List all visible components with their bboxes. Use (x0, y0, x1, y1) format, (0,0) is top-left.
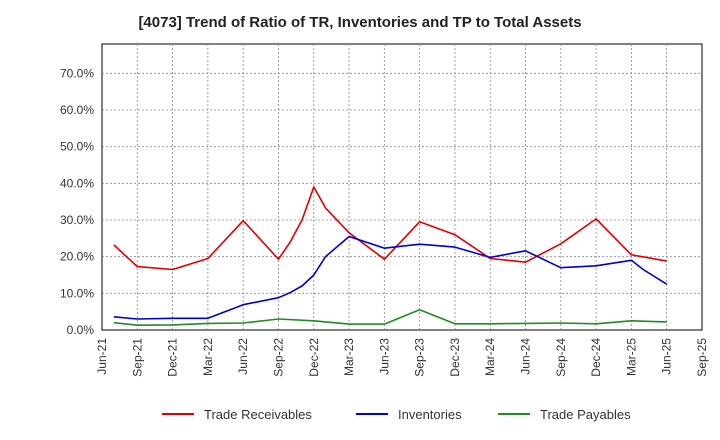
legend-label: Trade Receivables (204, 407, 312, 422)
x-tick-label: Jun-24 (519, 338, 533, 375)
y-tick-label: 70.0% (60, 66, 94, 80)
x-tick-label: Jun-23 (377, 338, 391, 375)
x-tick-label: Mar-25 (624, 338, 638, 376)
x-tick-label: Mar-24 (483, 338, 497, 376)
y-tick-label: 50.0% (60, 140, 94, 154)
x-tick-label: Dec-22 (307, 338, 321, 377)
y-tick-label: 40.0% (60, 176, 94, 190)
y-tick-label: 20.0% (60, 250, 94, 264)
x-tick-label: Sep-23 (413, 338, 427, 377)
x-tick-label: Mar-22 (201, 338, 215, 376)
x-tick-label: Dec-21 (166, 338, 180, 377)
legend-label: Trade Payables (540, 407, 631, 422)
x-tick-label: Sep-21 (130, 338, 144, 377)
y-tick-label: 30.0% (60, 213, 94, 227)
series-line-trade-payables (113, 308, 667, 327)
y-tick-label: 10.0% (60, 286, 94, 300)
x-tick-label: Dec-24 (589, 338, 603, 377)
x-tick-label: Dec-23 (448, 338, 462, 377)
x-tick-label: Sep-22 (271, 338, 285, 377)
legend-label: Inventories (398, 407, 462, 422)
series-line-trade-receivables (113, 186, 667, 271)
plot-area (101, 43, 703, 331)
x-tick-label: Jun-25 (660, 338, 674, 375)
x-tick-label: Jun-22 (236, 338, 250, 375)
x-tick-label: Jun-21 (95, 338, 109, 375)
x-tick-label: Mar-23 (342, 338, 356, 376)
y-tick-label: 60.0% (60, 103, 94, 117)
chart-title: [4073] Trend of Ratio of TR, Inventories… (138, 14, 582, 31)
series-line-inventories (113, 235, 668, 320)
y-tick-label: 0.0% (67, 323, 95, 337)
x-tick-label: Sep-24 (554, 338, 568, 377)
x-tick-label: Sep-25 (695, 338, 709, 377)
